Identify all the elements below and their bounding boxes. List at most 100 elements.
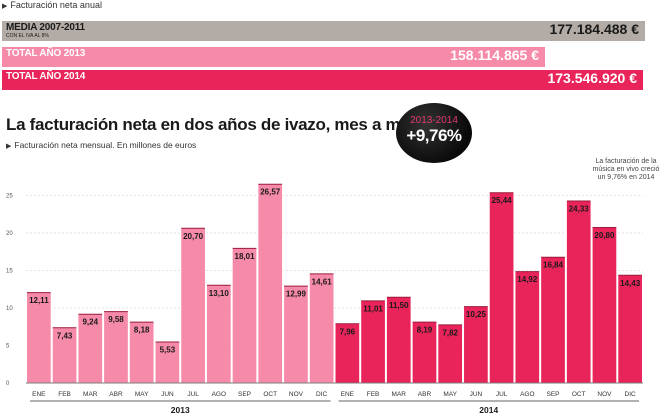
bar-2014-jul [488,191,515,384]
x-tick-label: JUN [161,391,174,398]
x-tick-label: JUL [187,391,199,398]
data-label: 14,61 [312,277,333,286]
annual-bar-media: 177.184.488 € [2,21,645,41]
bar-2013-ago [206,284,232,384]
x-tick-label: MAR [83,391,98,398]
bar-2014-sep [540,256,566,384]
chart-subtitle-text: Facturación neta mensual. En millones de… [14,140,197,150]
y-tick-label: 25 [6,194,13,200]
annual-label-2013: TOTAL AÑO 2013 [6,48,86,59]
data-label: 10,25 [466,310,487,319]
annual-sublabel-media: CON EL IVA AL 8% [6,33,49,39]
annual-label-2014: TOTAL AÑO 2014 [6,71,86,82]
bar-2014-jun [463,305,489,384]
triangle-icon: ▶ [2,3,8,10]
y-tick-label: 0 [6,381,10,387]
data-label: 11,50 [389,301,409,310]
bar-2013-nov [283,285,309,384]
x-tick-label: SEP [238,391,251,398]
data-label: 7,96 [340,327,356,336]
annotation-note: La facturación de la música en vivo crec… [592,158,660,181]
x-tick-label: ENE [341,391,355,398]
x-tick-label: FEB [367,391,380,398]
bar-2014-ago [514,270,540,384]
data-label: 25,44 [492,196,513,205]
year-label: 2014 [479,405,498,415]
x-tick-label: AGO [212,391,226,398]
bar-2013-sep [231,247,258,384]
annual-value-media: 177.184.488 € [549,21,639,37]
x-tick-label: ABR [418,391,432,398]
data-label: 18,01 [235,252,256,261]
annual-value-2014: 173.546.920 € [547,70,637,86]
badge-percent: +9,76% [406,126,462,145]
data-label: 24,33 [569,205,590,214]
bar-2013-jun [154,341,181,384]
x-tick-label: NOV [289,391,304,398]
bar-2014-oct [566,200,592,384]
annual-row-media: 177.184.488 € MEDIA 2007-2011 CON EL IVA… [2,19,645,41]
data-label: 9,58 [108,315,124,324]
bar-2013-feb [51,326,78,384]
data-label: 8,18 [134,326,150,335]
annual-value-2013: 158.114.865 € [450,47,539,63]
data-label: 12,99 [286,290,307,299]
data-label: 26,57 [260,188,281,197]
x-tick-label: ABR [109,391,123,398]
x-tick-label: JUN [470,391,483,398]
y-tick-label: 5 [6,344,10,350]
data-label: 13,10 [209,289,230,298]
data-label: 11,01 [363,304,383,313]
annual-bar-2014: 173.546.920 € [2,70,643,90]
data-label: 20,80 [594,231,615,240]
y-tick-label: 15 [6,269,13,275]
data-label: 14,43 [620,279,641,288]
data-label: 12,11 [29,296,49,305]
bar-2013-dic [308,273,335,384]
data-label: 8,19 [417,326,433,335]
y-tick-label: 10 [6,306,13,312]
annual-row-2013: 158.114.865 € TOTAL AÑO 2013 [2,45,645,67]
year-label: 2013 [171,405,190,415]
chart-subtitle: ▶ Facturación neta mensual. En millones d… [6,140,196,150]
bar-2014-nov [591,226,618,384]
data-label: 5,53 [160,346,176,355]
badge-years: 2013-2014 [410,115,458,126]
annual-section-title: ▶ Facturación neta anual [2,0,102,10]
x-tick-label: DIC [625,391,637,398]
x-tick-label: MAY [135,391,149,398]
annual-label-media: MEDIA 2007-2011 [6,22,85,33]
bar-2013-ene [26,291,52,384]
data-label: 16,84 [543,261,564,270]
data-label: 14,92 [517,275,538,284]
annual-row-2014: 173.546.920 € TOTAL AÑO 2014 [2,68,645,90]
bar-2014-dic [617,274,643,384]
data-label: 7,43 [57,331,73,340]
bar-2014-may [437,323,463,384]
triangle-icon: ▶ [6,143,12,150]
x-tick-label: SEP [547,391,560,398]
bar-2014-abr [411,321,438,384]
bar-2013-oct [257,183,283,384]
data-label: 20,70 [183,232,204,241]
x-tick-label: JUL [496,391,508,398]
x-tick-label: AGO [520,391,534,398]
data-label: 7,82 [442,328,458,337]
bar-2014-feb [360,300,386,384]
annual-title-text: Facturación neta anual [10,0,102,10]
x-tick-label: FEB [58,391,71,398]
x-tick-label: OCT [263,391,277,398]
data-label: 9,24 [82,318,98,327]
annual-bar-2013: 158.114.865 € [2,47,545,67]
x-tick-label: ENE [32,391,46,398]
x-tick-label: OCT [572,391,586,398]
bar-2013-may [129,321,155,384]
chart-title: La facturación neta en dos años de ivazo… [6,115,419,134]
y-tick-label: 20 [6,231,13,237]
x-tick-label: MAR [392,391,407,398]
growth-badge: 2013-2014 +9,76% [396,103,472,163]
bar-2013-jul [180,227,206,384]
x-tick-label: NOV [597,391,612,398]
x-tick-label: MAY [443,391,457,398]
